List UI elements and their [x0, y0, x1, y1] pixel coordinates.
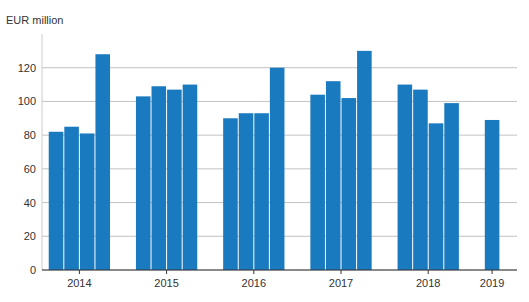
bar: [254, 113, 269, 270]
x-tick-label: 2019: [480, 277, 504, 289]
bar: [485, 120, 500, 270]
grid-line: [42, 270, 517, 271]
chart-container: 0 20 40 60 80 100 120 EUR million 2014 2015 2016 20…: [0, 0, 529, 302]
y-tick-label: 60: [24, 163, 36, 175]
y-tick-label: 0: [30, 264, 36, 276]
y-tick-label: 100: [18, 95, 36, 107]
bar: [183, 85, 198, 270]
bar: [429, 123, 444, 270]
x-tick-label: 2015: [154, 277, 178, 289]
bar: [152, 86, 167, 270]
bar: [398, 85, 413, 270]
bar: [239, 113, 254, 270]
y-tick-label: 40: [24, 197, 36, 209]
bar: [95, 54, 110, 270]
bar: [136, 96, 151, 270]
x-tick-label: 2016: [242, 277, 266, 289]
bar: [310, 95, 325, 270]
bar: [80, 133, 95, 270]
bar: [270, 68, 285, 270]
chart: 0 20 40 60 80 100 120 EUR million 2014 2015 2016 20…: [0, 0, 529, 302]
bar: [64, 127, 79, 270]
x-tick: [253, 270, 254, 274]
bars: [49, 51, 500, 270]
x-tick: [166, 270, 167, 274]
x-tick: [79, 270, 80, 274]
x-tick: [492, 270, 493, 274]
bar: [326, 81, 341, 270]
y-axis-line: [42, 34, 43, 270]
bar: [342, 98, 357, 270]
x-tick: [341, 270, 342, 274]
bar: [413, 90, 428, 270]
y-tick-label: 80: [24, 129, 36, 141]
y-axis-label: EUR million: [6, 14, 63, 26]
x-tick: [428, 270, 429, 274]
grid: [42, 68, 517, 270]
x-axis-line: [42, 270, 517, 271]
y-tick-label: 20: [24, 230, 36, 242]
x-tick-label: 2017: [329, 277, 353, 289]
bar: [223, 118, 238, 270]
x-tick-label: 2018: [416, 277, 440, 289]
bar: [167, 90, 182, 270]
x-tick-label: 2014: [67, 277, 91, 289]
bar: [49, 132, 64, 270]
y-tick-label: 120: [18, 62, 36, 74]
bar: [444, 103, 459, 270]
bar: [357, 51, 372, 270]
